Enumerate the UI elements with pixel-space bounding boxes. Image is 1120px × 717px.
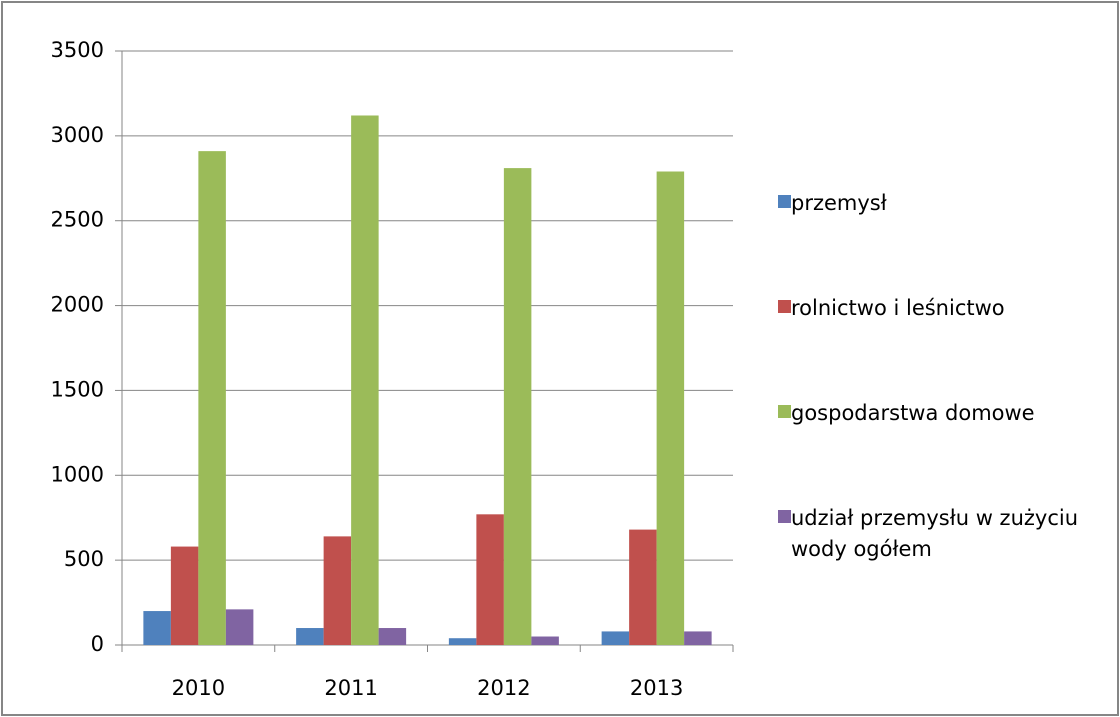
bar [170, 546, 199, 645]
bar [198, 151, 226, 646]
bar [143, 611, 171, 645]
bar [448, 638, 477, 645]
legend: przemysł rolnictwo i leśnictwo gospodarstw… [778, 188, 1098, 608]
legend-label: gospodarstwa domowe [791, 401, 1035, 425]
bar [323, 536, 352, 645]
legend-swatch [778, 195, 791, 208]
legend-swatch [778, 510, 791, 523]
y-tick-label: 1000 [51, 462, 104, 486]
y-tick-label: 0 [91, 632, 104, 656]
y-tick-label: 1500 [51, 377, 104, 401]
legend-item: rolnictwo i leśnictwo [778, 293, 1098, 398]
bar [476, 514, 504, 645]
legend-item: udział przemysłu w zużyciu wody ogółem [778, 503, 1098, 608]
x-tick-label: 2012 [477, 676, 530, 700]
bar [531, 636, 559, 645]
x-tick-label: 2011 [324, 676, 377, 700]
bar [601, 631, 630, 645]
bar [656, 171, 685, 646]
legend-label: rolnictwo i leśnictwo [791, 296, 1005, 320]
y-tick-label: 500 [64, 547, 104, 571]
legend-label: udział przemysłu w zużyciu wody ogółem [791, 506, 1079, 561]
y-tick-label: 3500 [51, 38, 104, 62]
legend-swatch [778, 405, 791, 418]
bar [351, 115, 379, 645]
legend-label: przemysł [791, 191, 887, 215]
x-tick-label: 2010 [172, 676, 225, 700]
y-tick-label: 3000 [51, 123, 104, 147]
bar [629, 529, 657, 645]
legend-swatch [778, 300, 791, 313]
y-tick-label: 2000 [51, 293, 104, 317]
bar [225, 609, 254, 645]
y-tick-label: 2500 [51, 208, 104, 232]
legend-item: przemysł [778, 188, 1098, 293]
bar [684, 631, 712, 645]
bar [378, 628, 407, 645]
bar [503, 168, 532, 646]
legend-item: gospodarstwa domowe [778, 398, 1098, 503]
x-tick-label: 2013 [630, 676, 683, 700]
bar [296, 628, 324, 645]
